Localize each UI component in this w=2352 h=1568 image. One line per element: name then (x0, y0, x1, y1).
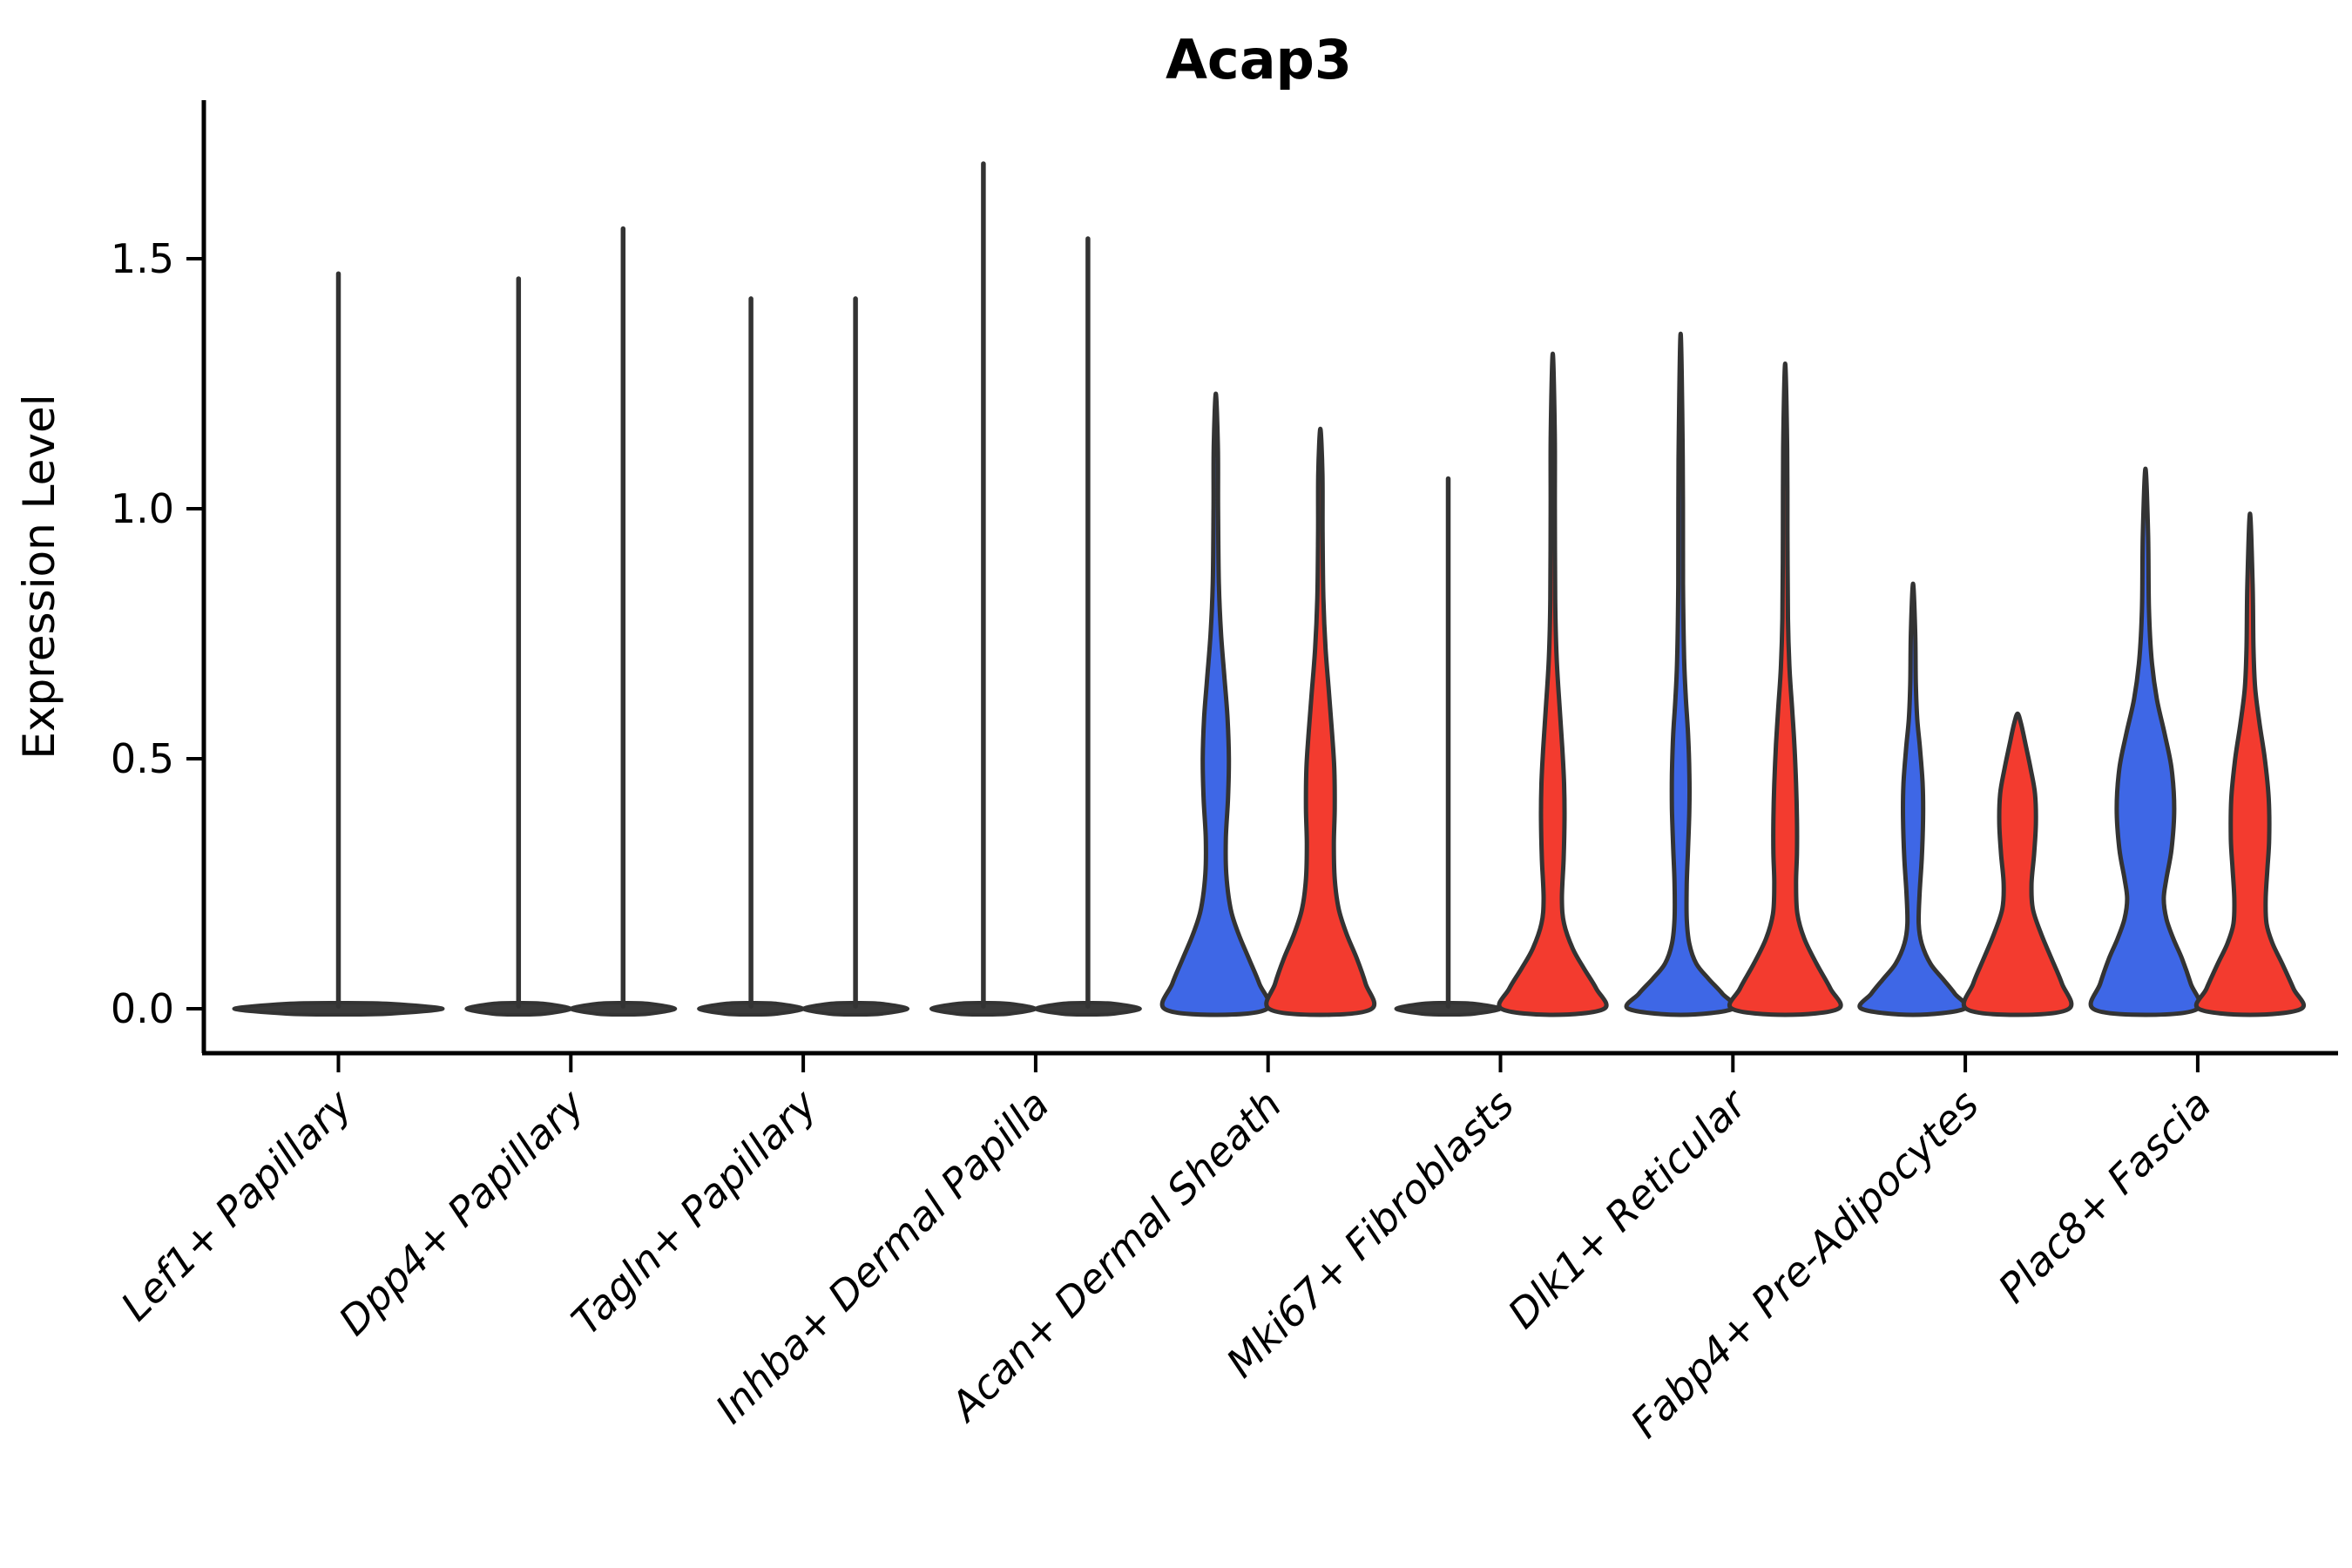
violin-body-blue (2088, 466, 2203, 1017)
y-axis-label: Expression Level (14, 394, 64, 759)
flat-violin-single (232, 1000, 445, 1017)
violins-layer (232, 161, 2306, 1017)
x-tick-label: Plac8+ Fascia (1989, 1081, 2220, 1312)
x-tick-label: Dlk1+ Reticular (1498, 1078, 1757, 1337)
violin-body-blue (1624, 331, 1737, 1017)
x-tick-label: Lef1+ Papillary (112, 1080, 361, 1329)
y-tick-label: 0.0 (111, 985, 174, 1032)
violin-body-red (1961, 711, 2074, 1017)
violin-body-red (1264, 426, 1377, 1017)
flat-violin-red (1033, 1000, 1142, 1017)
y-tick-label: 1.0 (111, 485, 174, 532)
y-tick-label: 1.5 (111, 235, 174, 282)
violin-body-blue (1159, 391, 1272, 1017)
y-tick-label: 0.5 (111, 735, 174, 782)
violin-body-red (1497, 351, 1609, 1017)
violin-body-red (1727, 362, 1843, 1017)
x-tick-label: Tagln+ Papillary (563, 1080, 827, 1344)
violin-body-red (2193, 511, 2306, 1017)
flat-violin-red (801, 1000, 910, 1017)
chart-title: Acap3 (1166, 28, 1352, 91)
flat-violin-red (569, 1000, 678, 1017)
x-tick-label: Dpp4+ Papillary (329, 1080, 593, 1344)
violin-body-blue (1857, 581, 1969, 1017)
